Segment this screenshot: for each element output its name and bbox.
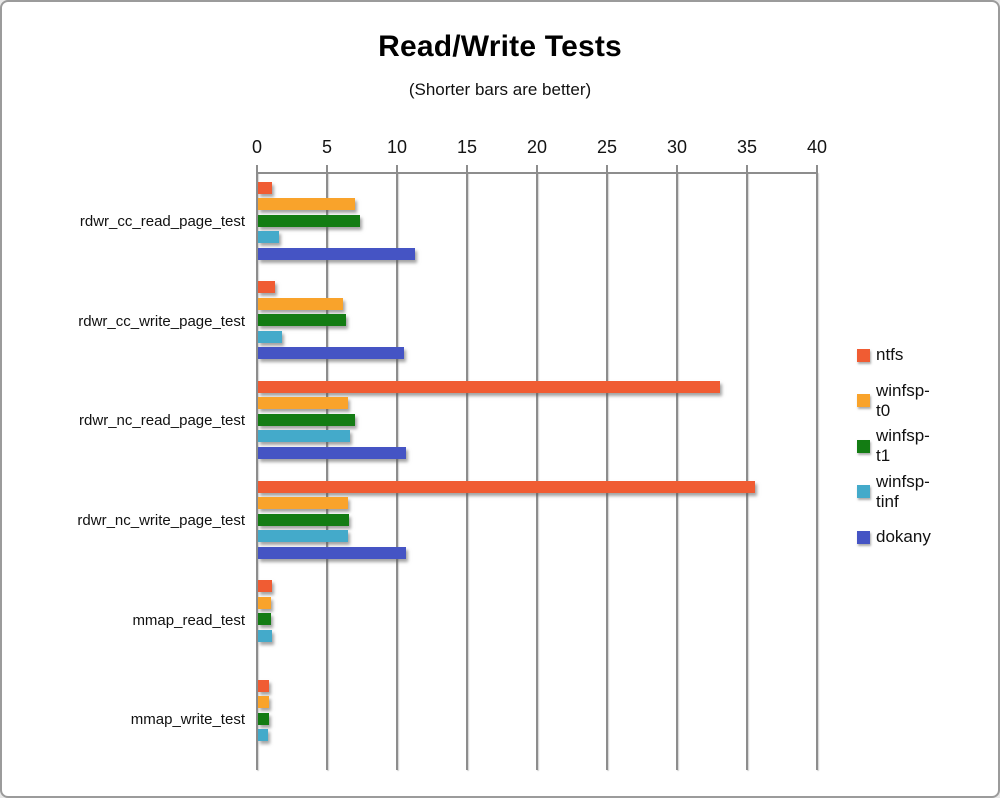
- bar-winfsp-t1: [258, 712, 270, 725]
- gridline: [256, 172, 258, 770]
- bar-winfsp-t0: [258, 696, 269, 709]
- chart-title: Read/Write Tests: [378, 30, 622, 63]
- bar-ntfs: [258, 281, 275, 294]
- legend-swatch-winfsp-tinf: [857, 485, 870, 498]
- bar-winfsp-t1: [258, 613, 271, 626]
- x-axis-tick-label: 35: [736, 137, 758, 157]
- gridline: [816, 172, 818, 770]
- x-axis-tick-label: 25: [596, 137, 618, 157]
- bar-ntfs: [258, 380, 720, 393]
- x-axis-tick-label: 20: [526, 137, 548, 157]
- x-axis-line: [257, 172, 818, 174]
- axis-tick: [396, 165, 398, 172]
- gridline: [536, 172, 538, 770]
- gridline: [466, 172, 468, 770]
- bar-ntfs: [258, 181, 272, 194]
- legend-swatch-winfsp-t0: [857, 394, 870, 407]
- legend-label: winfsp-tinf: [876, 471, 930, 511]
- category-label: rdwr_cc_write_page_test: [78, 312, 245, 330]
- category-label: mmap_read_test: [132, 611, 245, 629]
- bar-winfsp-t0: [258, 397, 348, 410]
- legend-item-ntfs: ntfs: [857, 345, 904, 364]
- x-axis-tick-label: 15: [456, 137, 478, 157]
- legend-label: dokany: [876, 527, 931, 546]
- bar-winfsp-t0: [258, 497, 348, 509]
- legend-swatch-dokany: [857, 530, 870, 544]
- bar-winfsp-tinf: [258, 530, 348, 542]
- bar-dokany: [258, 446, 407, 459]
- chart-subtitle: (Shorter bars are better): [408, 80, 592, 99]
- bar-winfsp-t1: [258, 314, 347, 327]
- gridline: [676, 172, 678, 770]
- bar-winfsp-t1: [258, 413, 355, 426]
- gridline: [746, 172, 748, 770]
- axis-tick: [536, 165, 538, 172]
- bar-winfsp-tinf: [258, 629, 272, 642]
- legend-swatch-winfsp-t1: [857, 439, 870, 453]
- x-axis-tick-label: 30: [666, 137, 688, 157]
- bar-winfsp-t1: [258, 214, 361, 227]
- axis-tick: [816, 165, 818, 172]
- x-axis-tick-label: 5: [321, 137, 333, 157]
- bar-winfsp-tinf: [258, 231, 279, 243]
- gridline: [396, 172, 398, 770]
- gridline: [326, 172, 328, 770]
- bar-ntfs: [258, 480, 755, 493]
- x-axis-tick-label: 10: [386, 137, 408, 157]
- legend-item-dokany: dokany: [857, 527, 931, 546]
- legend-label: winfsp-t0: [876, 380, 930, 420]
- x-axis-tick-label: 40: [806, 137, 828, 157]
- legend-swatch-ntfs: [857, 348, 870, 362]
- bar-ntfs: [258, 580, 272, 593]
- axis-tick: [676, 165, 678, 172]
- axis-tick: [256, 165, 258, 172]
- bar-winfsp-tinf: [258, 330, 282, 343]
- bar-winfsp-tinf: [258, 729, 268, 742]
- bar-winfsp-tinf: [258, 430, 351, 443]
- category-label: rdwr_cc_read_page_test: [79, 212, 245, 230]
- legend-label: winfsp-t1: [876, 426, 930, 465]
- axis-tick: [746, 165, 748, 172]
- bar-ntfs: [258, 679, 269, 692]
- bar-winfsp-t1: [258, 513, 349, 526]
- bar-dokany: [258, 247, 415, 260]
- legend-item-winfsp-t0: winfsp-t0: [857, 381, 930, 420]
- bar-dokany: [258, 347, 404, 360]
- axis-tick: [466, 165, 468, 172]
- bar-winfsp-t0: [258, 297, 344, 310]
- legend-item-winfsp-t1: winfsp-t1: [857, 426, 930, 465]
- legend-label: ntfs: [876, 345, 904, 364]
- bar-winfsp-t0: [258, 596, 272, 609]
- category-label: rdwr_nc_write_page_test: [77, 511, 245, 529]
- gridline: [606, 172, 608, 770]
- legend-item-winfsp-tinf: winfsp-tinf: [857, 472, 930, 511]
- category-label: mmap_write_test: [130, 711, 245, 729]
- category-label: rdwr_nc_read_page_test: [79, 412, 245, 430]
- x-axis-tick-label: 0: [251, 137, 263, 157]
- axis-tick: [326, 165, 328, 172]
- bar-dokany: [258, 546, 407, 559]
- bar-winfsp-t0: [258, 198, 355, 210]
- axis-tick: [606, 165, 608, 172]
